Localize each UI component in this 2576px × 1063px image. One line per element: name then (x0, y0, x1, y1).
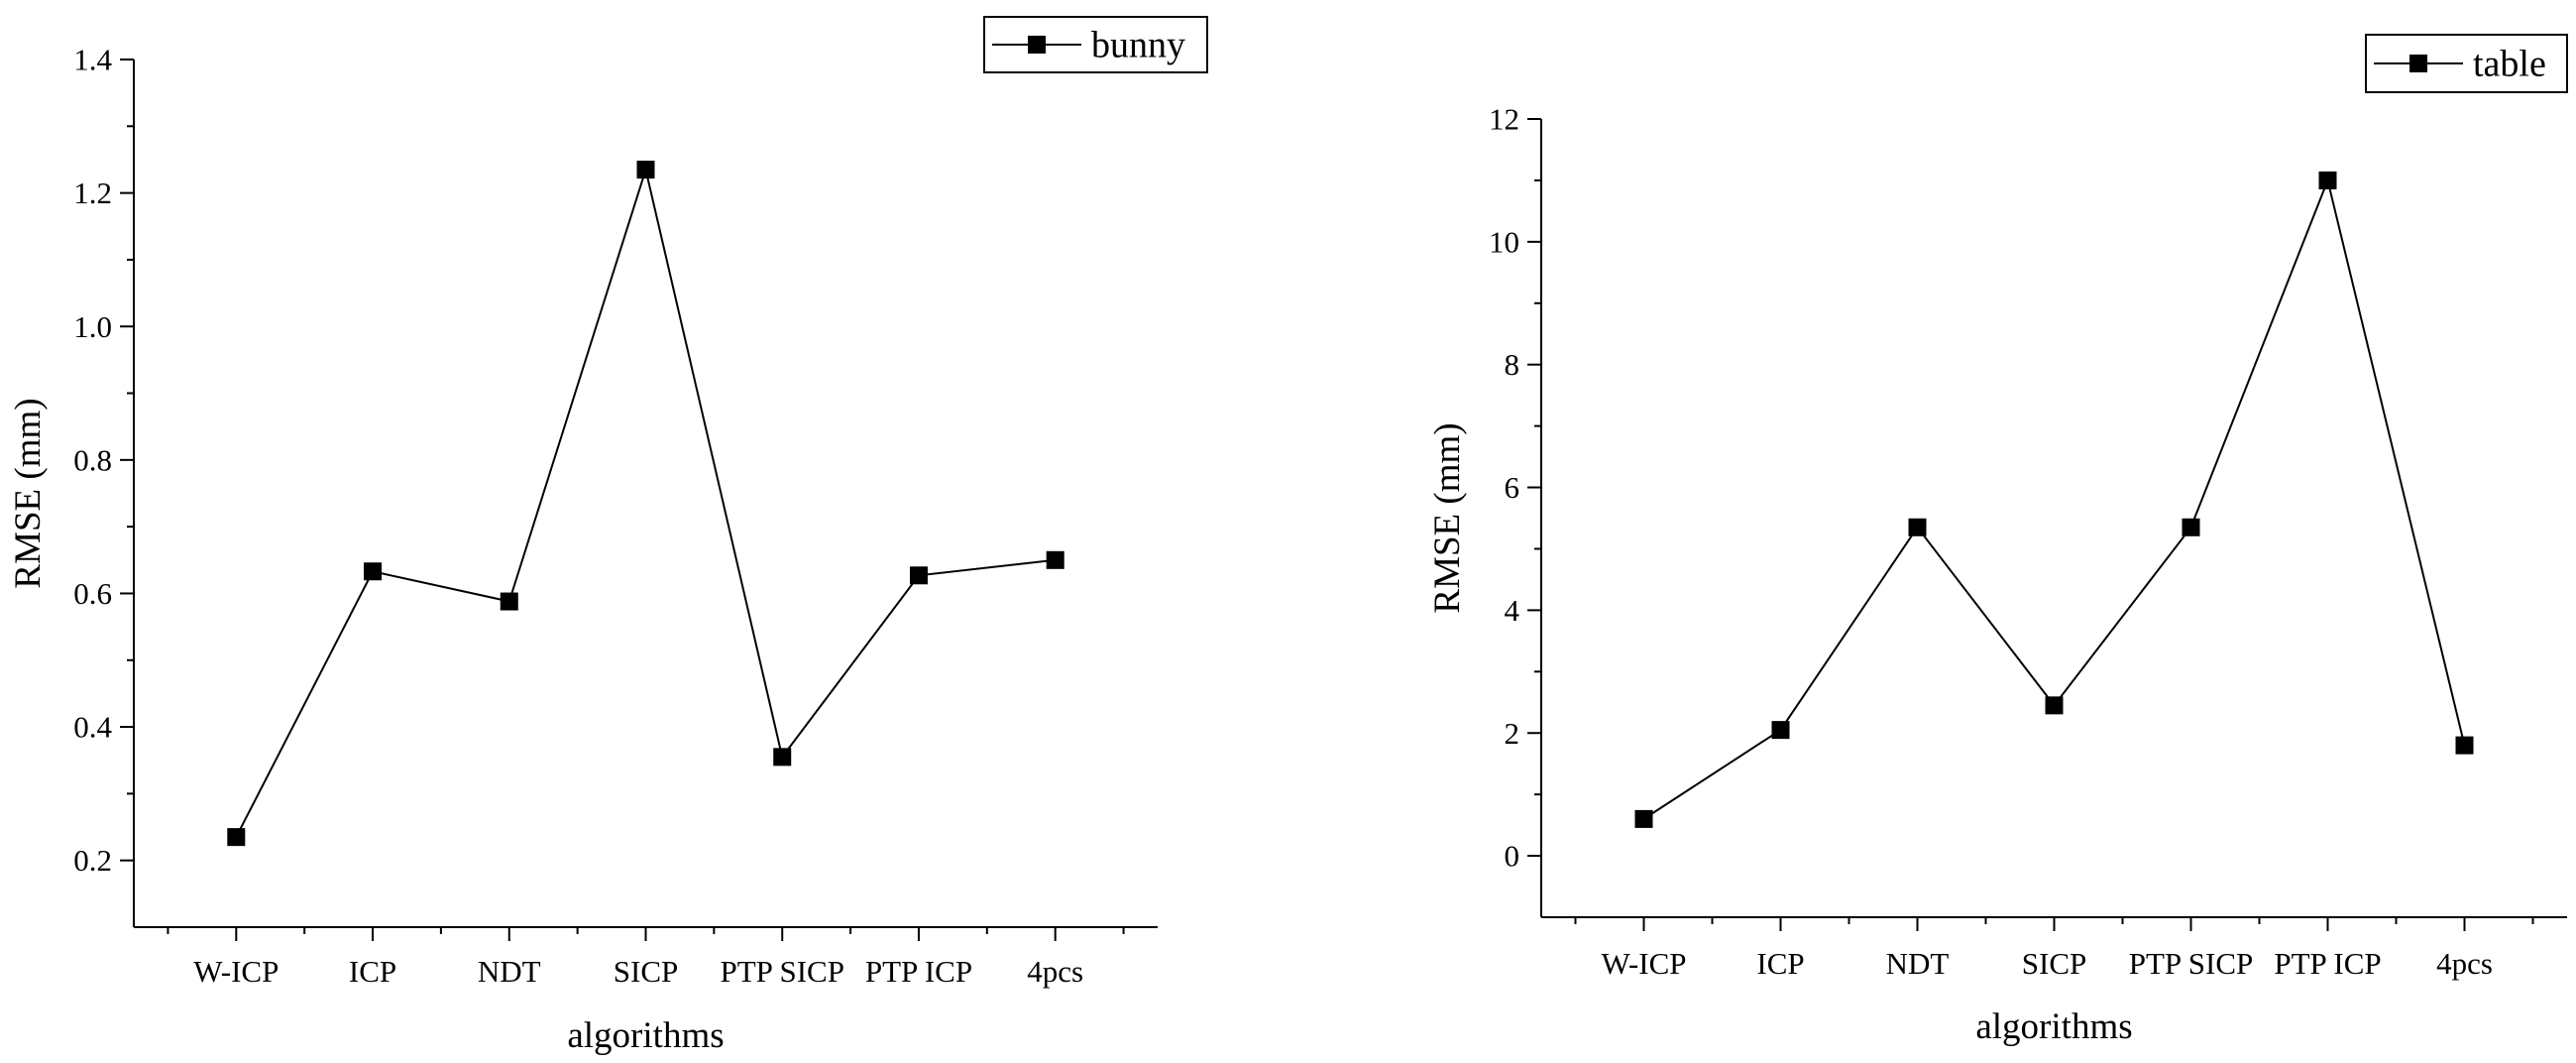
y-tick-label: 2 (1505, 716, 1520, 751)
x-tick-label: W-ICP (193, 954, 279, 989)
series-line-table (1642, 177, 2466, 820)
y-tick-label: 10 (1489, 224, 1519, 259)
y-tick-label: 12 (1489, 102, 1519, 137)
legend-marker (1028, 36, 1046, 54)
x-tick-label: NDT (1886, 946, 1950, 981)
x-tick-label: NDT (478, 954, 541, 989)
y-tick-label: 1.2 (73, 176, 112, 210)
data-point (773, 748, 792, 767)
x-tick-label: ICP (349, 954, 396, 989)
legend-label: bunny (1091, 25, 1185, 66)
y-tick-label: 0.6 (73, 576, 112, 611)
y-tick-label: 0.8 (73, 442, 112, 477)
chart-2: 0 2 4 6 8 10 12 W-ICP ICP NDT SICP PTP SICP PTP ICP 4… (1427, 34, 2568, 1047)
data-point (1046, 550, 1064, 569)
data-point (2455, 736, 2474, 755)
x-tick-label: PTP SICP (2129, 946, 2254, 981)
series-line-bunny (235, 166, 1056, 838)
y-tick-label: 0.4 (73, 710, 112, 745)
y-tick-label: 4 (1505, 593, 1520, 628)
x-axis-label: algorithms (1975, 1006, 2132, 1047)
x-tick-label: PTP ICP (865, 954, 972, 989)
legend-marker (2409, 55, 2427, 72)
x-tick-label: SICP (614, 954, 678, 989)
data-point (227, 828, 246, 847)
x-tick-label: ICP (1756, 946, 1804, 981)
data-point (2045, 696, 2064, 715)
chart-1: 0.2 0.4 0.6 0.8 1.0 1.2 1.4 W-ICP ICP NDT SICP PTP … (8, 16, 1208, 1056)
legend-label: table (2473, 44, 2546, 85)
data-point (1634, 809, 1653, 828)
legend: bunny (983, 16, 1208, 73)
data-point (2318, 171, 2337, 189)
y-tick-label: 1.0 (73, 309, 112, 344)
x-tick-label: PTP SICP (720, 954, 844, 989)
x-tick-label: SICP (2022, 946, 2086, 981)
data-point (1908, 518, 1927, 536)
x-tick-label: W-ICP (1601, 946, 1686, 981)
x-tick-label: 4pcs (2436, 946, 2493, 981)
legend: table (2365, 34, 2568, 93)
data-point (909, 566, 928, 585)
y-tick-label: 8 (1505, 347, 1520, 382)
x-axis-label: algorithms (567, 1015, 724, 1056)
data-point (636, 161, 655, 179)
y-tick-label: 0 (1505, 839, 1520, 874)
data-point (500, 592, 518, 611)
y-axis-label: RMSE (mm) (1427, 422, 1468, 613)
data-point (2182, 518, 2200, 536)
y-axis-label: RMSE (mm) (8, 398, 49, 588)
y-tick-label: 6 (1505, 470, 1520, 505)
y-tick-label: 0.2 (73, 843, 112, 878)
data-point (1771, 721, 1790, 740)
x-tick-label: PTP ICP (2274, 946, 2381, 981)
x-tick-label: 4pcs (1027, 954, 1083, 989)
data-point (364, 562, 383, 581)
y-tick-label: 1.4 (73, 43, 112, 77)
